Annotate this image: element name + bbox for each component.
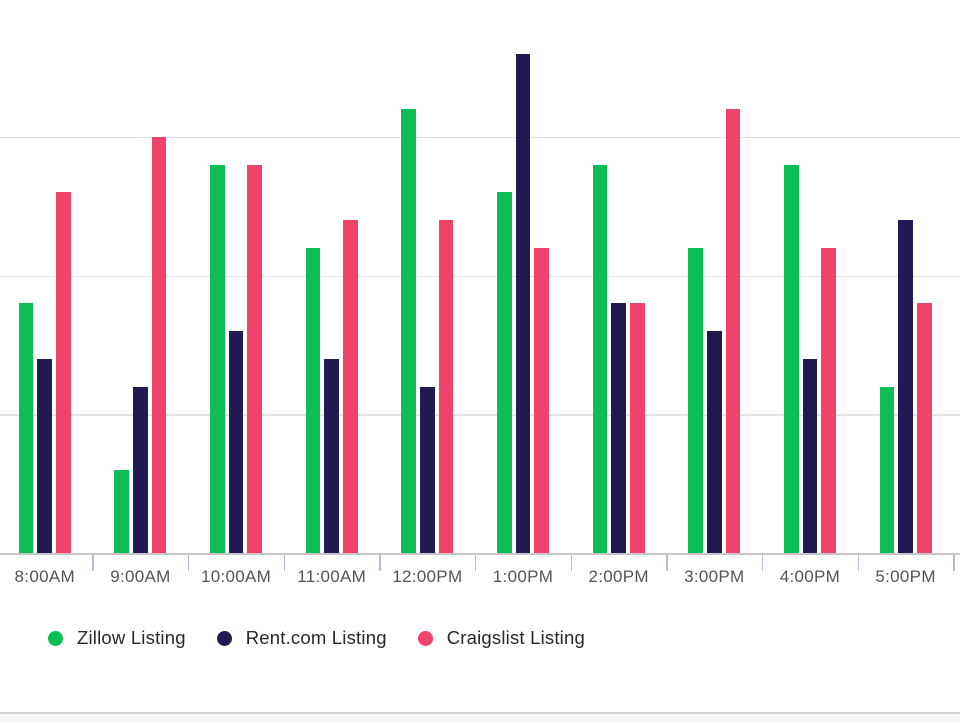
- bar-rent-com-listing-11-00am: [324, 358, 339, 553]
- legend-item-zillow-listing[interactable]: Zillow Listing: [48, 627, 186, 649]
- bar-craigslist-listing-1-00pm: [534, 247, 549, 553]
- bar-zillow-listing-2-00pm: [592, 164, 608, 553]
- zillow-listing-dot-icon: [48, 630, 63, 646]
- x-axis-tick: [187, 555, 190, 571]
- x-axis-label-9-00am: 9:00AM: [110, 567, 171, 586]
- legend-label-zillow-listing: Zillow Listing: [77, 627, 186, 648]
- bar-zillow-listing-11-00am: [305, 247, 321, 553]
- x-axis-label-8-00am: 8:00AM: [14, 567, 75, 586]
- bar-rent-com-listing-5-00pm: [898, 220, 913, 553]
- bar-craigslist-listing-4-00pm: [821, 247, 836, 553]
- rent-com-listing-dot-icon: [216, 630, 232, 646]
- bar-craigslist-listing-3-00pm: [725, 109, 741, 553]
- bar-craigslist-listing-10-00am: [247, 164, 263, 553]
- bar-rent-com-listing-3-00pm: [707, 331, 722, 553]
- gridline-15: [0, 136, 960, 139]
- gridline-10: [0, 275, 960, 277]
- bar-craigslist-listing-12-00pm: [438, 220, 454, 553]
- bar-zillow-listing-9-00am: [114, 469, 129, 553]
- bar-craigslist-listing-8-00am: [56, 192, 71, 553]
- x-axis-label-4-00pm: 4:00PM: [779, 567, 841, 586]
- bar-zillow-listing-10-00am: [210, 164, 225, 553]
- bar-rent-com-listing-1-00pm: [515, 53, 531, 553]
- bar-rent-com-listing-8-00am: [37, 358, 53, 553]
- x-axis-label-2-00pm: 2:00PM: [588, 567, 649, 586]
- bottom-page-divider: [0, 712, 960, 723]
- bar-craigslist-listing-2-00pm: [630, 303, 645, 553]
- legend-item-craigslist-listing[interactable]: Craigslist Listing: [417, 627, 585, 649]
- chart-legend: Zillow Listing Rent.com Listing Craigslist…: [48, 621, 585, 655]
- legend-item-rent-com-listing[interactable]: Rent.com Listing: [216, 627, 387, 649]
- bar-zillow-listing-1-00pm: [497, 192, 512, 553]
- bar-zillow-listing-5-00pm: [879, 386, 895, 553]
- bar-zillow-listing-12-00pm: [401, 109, 416, 553]
- legend-label-rent-com-listing: Rent.com Listing: [245, 627, 387, 648]
- x-axis-line: [0, 553, 960, 555]
- x-axis-label-12-00pm: 12:00PM: [392, 567, 463, 586]
- bar-zillow-listing-3-00pm: [688, 247, 703, 553]
- x-axis-tick: [379, 555, 381, 571]
- bar-craigslist-listing-9-00am: [151, 136, 167, 553]
- bar-rent-com-listing-9-00am: [133, 386, 148, 553]
- bar-rent-com-listing-2-00pm: [611, 303, 626, 553]
- bar-zillow-listing-8-00am: [18, 303, 34, 553]
- x-axis-label-3-00pm: 3:00PM: [684, 567, 745, 586]
- bar-craigslist-listing-11-00am: [343, 220, 358, 553]
- bar-rent-com-listing-12-00pm: [420, 386, 435, 553]
- bar-rent-com-listing-10-00am: [228, 331, 244, 553]
- x-axis-tick: [857, 555, 859, 571]
- x-axis-label-5-00pm: 5:00PM: [875, 567, 936, 586]
- x-axis-tick: [570, 555, 573, 571]
- bar-rent-com-listing-4-00pm: [802, 358, 818, 553]
- chart-plot-area: [0, 53, 960, 571]
- bar-craigslist-listing-5-00pm: [917, 303, 932, 553]
- x-axis-label-10-00am: 10:00AM: [200, 567, 272, 586]
- x-axis-tick: [666, 555, 668, 571]
- gridline-5: [0, 414, 960, 416]
- x-axis-label-1-00pm: 1:00PM: [492, 567, 554, 586]
- x-axis-tick: [953, 555, 955, 571]
- x-axis-tick: [283, 555, 286, 571]
- x-axis-label-11-00am: 11:00AM: [297, 567, 367, 586]
- x-axis-tick: [761, 555, 764, 571]
- legend-label-craigslist-listing: Craigslist Listing: [446, 627, 585, 648]
- craigslist-listing-dot-icon: [417, 630, 433, 646]
- x-axis-tick: [474, 555, 477, 571]
- bar-zillow-listing-4-00pm: [783, 164, 799, 553]
- x-axis-tick: [92, 555, 94, 571]
